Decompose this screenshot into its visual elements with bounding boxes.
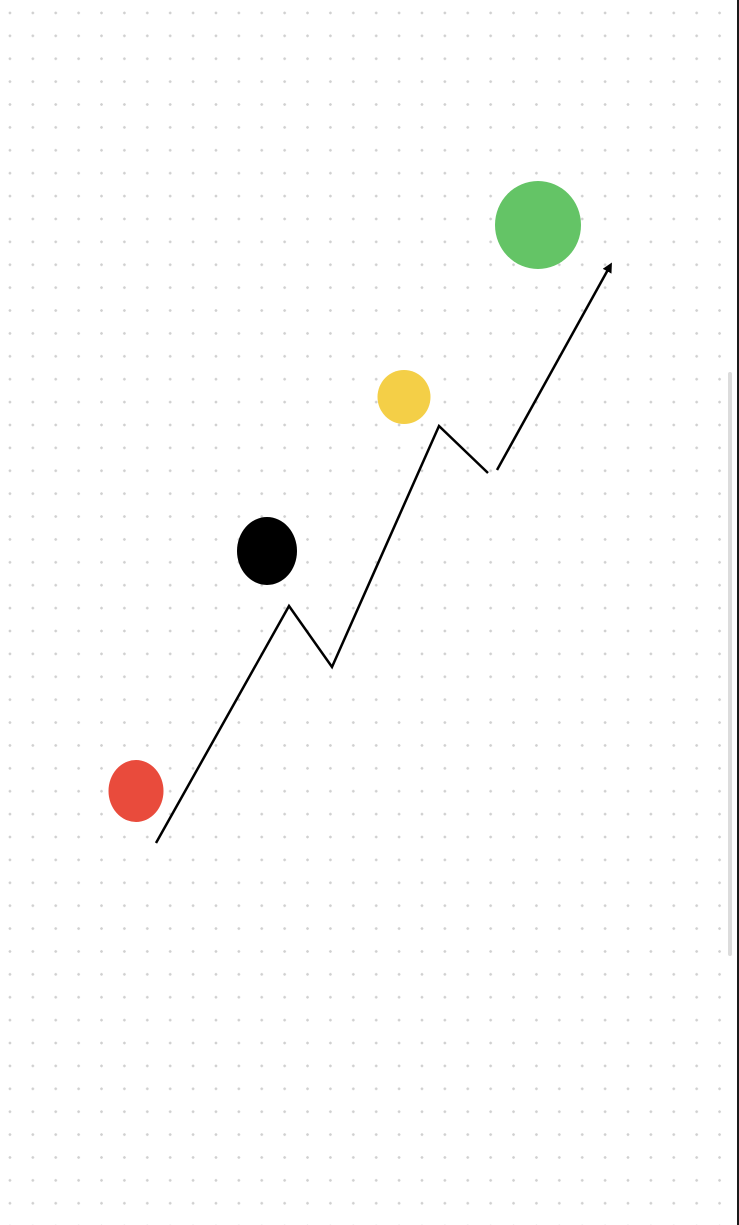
zigzag-line[interactable] [154,423,489,844]
scrollbar-thumb[interactable] [728,372,732,956]
green-circle[interactable] [495,181,581,269]
black-circle[interactable] [237,517,297,585]
red-circle[interactable] [108,760,164,822]
canvas-right-edge [737,0,739,1225]
yellow-circle[interactable] [377,370,431,424]
zigzag-arrow[interactable] [495,262,612,471]
